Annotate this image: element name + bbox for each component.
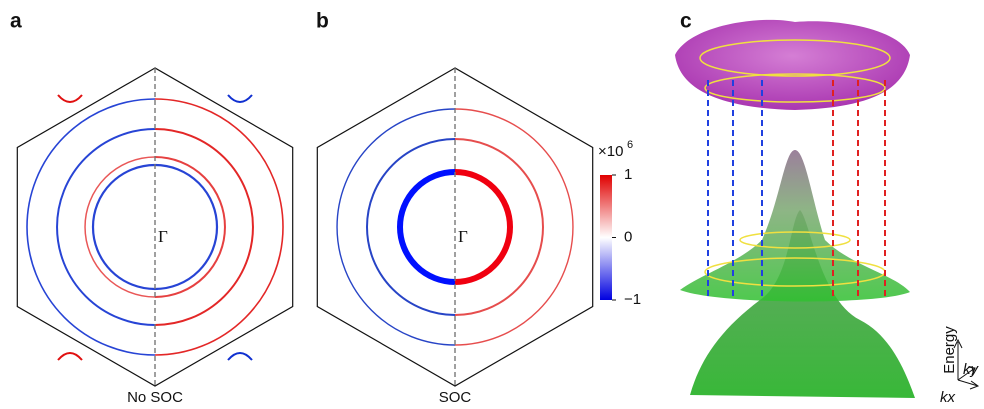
band-contour [739,231,851,249]
band-contour [699,39,891,77]
panel-caption: No SOC [127,389,183,406]
axis-label: Energy [941,326,958,374]
brillouin-zone [16,67,294,387]
fermi-contour [454,169,513,285]
axis-arrow [953,338,963,380]
fermi-contour [26,98,156,356]
colorbar-multiplier: ×10 [598,143,623,160]
axis-label: ky [963,361,980,378]
panel-caption: SOC [439,389,472,406]
fermi-contour [454,138,544,316]
colorbar-exponent: 6 [627,139,633,151]
fermi-contour [154,98,284,356]
fermi-contour [154,156,226,298]
band-surface [680,150,910,302]
fermi-contour [366,138,456,316]
panel-label: a [10,10,22,33]
band-contour [704,73,886,103]
panel-label: b [316,10,329,33]
panel-label: c [680,10,692,33]
axis-arrow [957,379,980,390]
gamma-label: Γ [158,227,168,246]
colorbar-tick-label: 0 [624,228,632,245]
brillouin-zone [316,67,594,387]
band-surface [675,19,910,110]
colorbar-tick-label: −1 [624,291,641,308]
fermi-contour [56,128,156,326]
fermi-contour [336,108,456,346]
fermi-contour [227,352,253,361]
axis-arrow [957,366,976,381]
colorbar [600,175,612,300]
fermi-contour [57,352,83,361]
fermi-contour [91,163,156,291]
gamma-label: Γ [458,227,468,246]
fermi-contour [227,94,253,103]
colorbar-tick-label: 1 [624,166,632,183]
fermi-contour [154,128,254,326]
fermi-contour [397,169,456,285]
axis-label: kx [940,389,956,406]
band-surface [690,210,915,398]
fermi-contour [84,156,156,298]
fermi-contour [454,108,574,346]
fermi-contour [154,163,219,291]
fermi-contour [57,94,83,103]
